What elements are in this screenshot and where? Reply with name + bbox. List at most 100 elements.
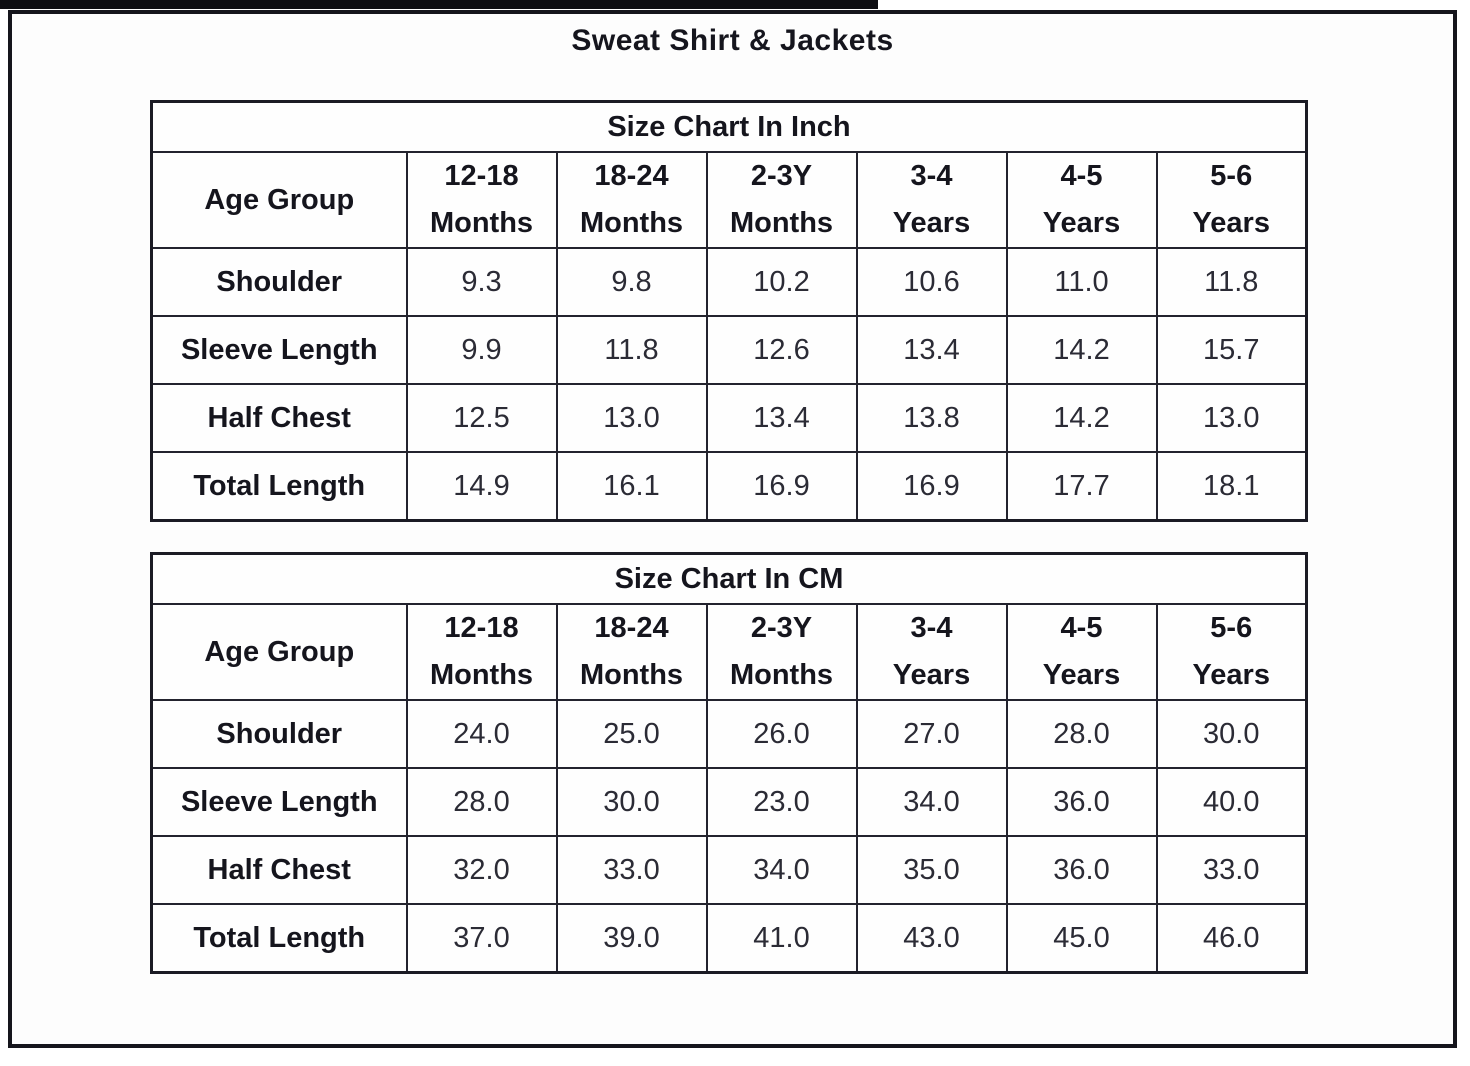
value-cell: 16.1 [555,451,708,522]
size-chart-frame: Sweat Shirt & Jackets Size Chart In Inch… [8,10,1457,1048]
value-cell: 33.0 [555,835,708,905]
value-cell: 28.0 [405,767,558,837]
value-cell: 11.8 [555,315,708,385]
table-row: Half Chest 32.0 33.0 34.0 35.0 36.0 33.0 [150,835,1308,905]
table-title-row: Size Chart In Inch [150,100,1308,153]
value-cell: 27.0 [855,699,1008,769]
value-cell: 12.5 [405,383,558,453]
value-cell: 14.2 [1005,383,1158,453]
value-cell: 33.0 [1155,835,1308,905]
column-header: 5-6 Years [1155,603,1308,701]
column-header: 5-6 Years [1155,151,1308,249]
table-row: Shoulder 9.3 9.8 10.2 10.6 11.0 11.8 [150,247,1308,317]
column-header-unit: Years [1042,206,1121,239]
value-cell: 14.9 [405,451,558,522]
column-header-range: 18-24 [594,611,669,644]
column-header-unit: Years [892,658,971,691]
age-group-header: Age Group [150,151,408,249]
value-cell: 35.0 [855,835,1008,905]
table-row: Total Length 37.0 39.0 41.0 43.0 45.0 46… [150,903,1308,974]
scan-artifact-bar [0,0,878,9]
value-cell: 17.7 [1005,451,1158,522]
value-cell: 30.0 [1155,699,1308,769]
value-cell: 34.0 [705,835,858,905]
value-cell: 16.9 [855,451,1008,522]
value-cell: 13.0 [1155,383,1308,453]
table-row: Total Length 14.9 16.1 16.9 16.9 17.7 18… [150,451,1308,522]
value-cell: 36.0 [1005,835,1158,905]
table-header-row: Age Group 12-18 Months 18-24 Months 2-3Y Mo… [150,151,1308,249]
column-header-range: 2-3Y [750,611,813,644]
row-label: Shoulder [150,247,408,317]
row-label: Total Length [150,903,408,974]
value-cell: 13.8 [855,383,1008,453]
value-cell: 24.0 [405,699,558,769]
column-header-range: 2-3Y [750,159,813,192]
page-title: Sweat Shirt & Jackets [571,24,894,57]
table-title: Size Chart In CM [150,552,1308,605]
column-header-unit: Years [1192,206,1270,239]
column-header-range: 5-6 [1210,611,1253,644]
row-label: Shoulder [150,699,408,769]
column-header: 2-3Y Months [705,603,858,701]
value-cell: 10.6 [855,247,1008,317]
age-group-header: Age Group [150,603,408,701]
column-header: 12-18 Months [405,151,558,249]
column-header: 18-24 Months [555,151,708,249]
value-cell: 14.2 [1005,315,1158,385]
column-header-unit: Months [429,658,534,691]
value-cell: 12.6 [705,315,858,385]
row-label: Half Chest [150,383,408,453]
column-header-range: 3-4 [910,159,953,192]
value-cell: 23.0 [705,767,858,837]
value-cell: 39.0 [555,903,708,974]
column-header-range: 4-5 [1060,611,1103,644]
value-cell: 32.0 [405,835,558,905]
value-cell: 26.0 [705,699,858,769]
column-header: 4-5 Years [1005,603,1158,701]
column-header-unit: Months [429,206,534,239]
column-header: 3-4 Years [855,151,1008,249]
value-cell: 37.0 [405,903,558,974]
column-header-range: 18-24 [594,159,669,192]
value-cell: 11.0 [1005,247,1158,317]
value-cell: 9.3 [405,247,558,317]
value-cell: 36.0 [1005,767,1158,837]
table-row: Sleeve Length 9.9 11.8 12.6 13.4 14.2 15… [150,315,1308,385]
value-cell: 13.0 [555,383,708,453]
value-cell: 13.4 [705,383,858,453]
column-header-unit: Months [579,658,684,691]
value-cell: 40.0 [1155,767,1308,837]
column-header-range: 5-6 [1210,159,1253,192]
column-header-range: 4-5 [1060,159,1103,192]
table-title-row: Size Chart In CM [150,552,1308,605]
column-header-unit: Months [579,206,684,239]
column-header-range: 3-4 [910,611,953,644]
row-label: Total Length [150,451,408,522]
column-header: 4-5 Years [1005,151,1158,249]
column-header: 2-3Y Months [705,151,858,249]
value-cell: 15.7 [1155,315,1308,385]
column-header-range: 12-18 [444,159,519,192]
value-cell: 10.2 [705,247,858,317]
row-label: Sleeve Length [150,767,408,837]
value-cell: 11.8 [1155,247,1308,317]
value-cell: 18.1 [1155,451,1308,522]
table-row: Shoulder 24.0 25.0 26.0 27.0 28.0 30.0 [150,699,1308,769]
value-cell: 43.0 [855,903,1008,974]
value-cell: 30.0 [555,767,708,837]
value-cell: 13.4 [855,315,1008,385]
table-row: Sleeve Length 28.0 30.0 23.0 34.0 36.0 4… [150,767,1308,837]
column-header-unit: Years [892,206,971,239]
value-cell: 45.0 [1005,903,1158,974]
value-cell: 9.9 [405,315,558,385]
value-cell: 41.0 [705,903,858,974]
column-header: 12-18 Months [405,603,558,701]
value-cell: 28.0 [1005,699,1158,769]
column-header-unit: Months [729,206,834,239]
column-header-unit: Years [1192,658,1270,691]
value-cell: 34.0 [855,767,1008,837]
table-title: Size Chart In Inch [150,100,1308,153]
value-cell: 16.9 [705,451,858,522]
size-chart-cm-table: Size Chart In CM Age Group 12-18 Months 1… [150,552,1308,974]
